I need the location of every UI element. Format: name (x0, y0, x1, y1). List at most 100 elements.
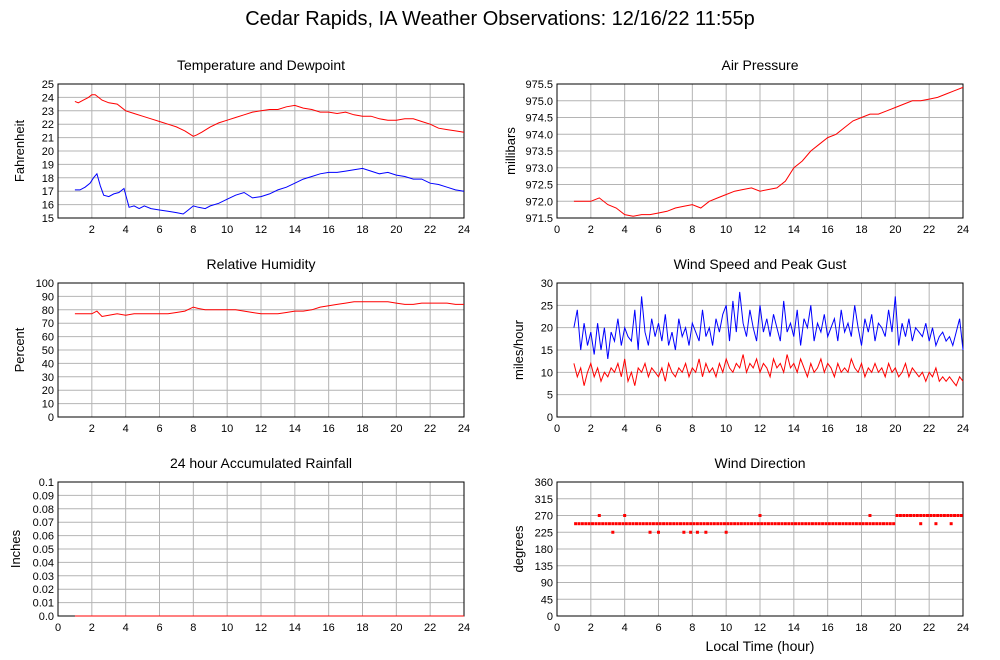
y-tick-label: 30 (541, 278, 553, 290)
x-tick-label: 16 (822, 423, 834, 435)
y-tick-label: 0.09 (33, 490, 54, 502)
x-tick-label: 6 (156, 622, 162, 634)
data-point (739, 522, 743, 526)
data-point (682, 522, 686, 526)
data-point (865, 522, 869, 526)
y-tick-label: 16 (42, 200, 54, 212)
y-tick-label: 17 (42, 186, 54, 198)
data-point (844, 522, 848, 526)
data-point (607, 522, 611, 526)
data-point (824, 522, 828, 526)
series-line-0 (573, 86, 964, 217)
data-point (770, 522, 774, 526)
y-tick-label: 0 (48, 412, 54, 424)
y-tick-label: 90 (42, 291, 54, 303)
chart-title: Wind Speed and Peak Gust (674, 256, 847, 272)
x-tick-label: 10 (221, 423, 233, 435)
plot-frame (57, 282, 465, 418)
data-point (841, 522, 845, 526)
x-tick-label: 16 (323, 224, 335, 236)
x-tick-label: 2 (89, 622, 95, 634)
data-point (783, 522, 787, 526)
data-point (912, 514, 916, 517)
data-point (942, 514, 946, 517)
y-tick-label: 0.02 (33, 584, 54, 596)
y-tick-label: 0.03 (33, 571, 54, 583)
data-point (722, 522, 726, 526)
plot-frame (556, 481, 964, 617)
x-tick-label: 22 (923, 622, 935, 634)
y-tick-label: 0.05 (33, 544, 54, 556)
x-tick-label: 12 (754, 622, 766, 634)
data-point (760, 522, 764, 526)
y-tick-label: 975.5 (525, 79, 553, 91)
data-point (591, 522, 595, 526)
y-tick-label: 50 (42, 345, 54, 357)
x-tick-label: 8 (190, 622, 196, 634)
data-point (743, 522, 747, 526)
y-tick-label: 25 (42, 79, 54, 91)
x-tick-label: 2 (89, 224, 95, 236)
data-point (898, 514, 902, 517)
y-tick-label: 10 (541, 367, 553, 379)
y-tick-label: 0 (547, 611, 553, 623)
x-axis-label: Local Time (hour) (706, 638, 815, 654)
x-tick-label: 20 (889, 423, 901, 435)
x-tick-label: 20 (889, 224, 901, 236)
y-tick-label: 20 (541, 323, 553, 335)
data-point (597, 514, 601, 517)
data-point (932, 514, 936, 517)
y-tick-label: 0.06 (33, 531, 54, 543)
y-tick-label: 0.07 (33, 517, 54, 529)
x-tick-label: 8 (190, 423, 196, 435)
y-tick-label: 0.0 (39, 611, 54, 623)
data-point (902, 514, 906, 517)
x-tick-label: 8 (689, 224, 695, 236)
data-point (831, 522, 835, 526)
data-point (672, 522, 676, 526)
data-point (678, 522, 682, 526)
x-tick-label: 6 (655, 622, 661, 634)
data-point (726, 522, 730, 526)
data-point (648, 522, 652, 526)
data-point (936, 514, 940, 517)
x-tick-label: 14 (788, 224, 800, 236)
x-tick-label: 14 (289, 622, 301, 634)
y-axis-label: degrees (511, 525, 526, 572)
x-tick-label: 24 (957, 622, 969, 634)
data-point (919, 522, 923, 526)
data-point (763, 522, 767, 526)
x-tick-label: 24 (957, 423, 969, 435)
data-point (888, 522, 892, 526)
x-tick-label: 2 (588, 224, 594, 236)
data-point (719, 522, 723, 526)
x-tick-label: 4 (622, 224, 628, 236)
x-tick-label: 2 (588, 423, 594, 435)
x-tick-label: 16 (323, 622, 335, 634)
data-point (623, 514, 627, 517)
data-point (618, 522, 622, 526)
data-point (861, 522, 865, 526)
y-tick-label: 0 (547, 412, 553, 424)
y-tick-label: 973.5 (525, 146, 553, 158)
data-point (695, 530, 699, 534)
data-point (868, 522, 872, 526)
x-tick-label: 24 (957, 224, 969, 236)
x-tick-label: 18 (356, 423, 368, 435)
data-point (601, 522, 605, 526)
data-point (655, 522, 659, 526)
data-point (934, 522, 938, 526)
data-point (682, 530, 686, 534)
y-tick-label: 20 (42, 385, 54, 397)
y-tick-label: 19 (42, 159, 54, 171)
data-point (709, 522, 713, 526)
data-point (905, 514, 909, 517)
data-point (794, 522, 798, 526)
data-point (704, 530, 708, 534)
x-tick-label: 2 (89, 423, 95, 435)
y-tick-label: 0.1 (39, 477, 54, 489)
